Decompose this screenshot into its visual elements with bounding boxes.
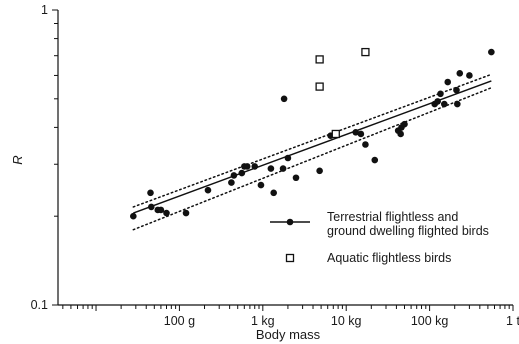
legend-label-aquatic: Aquatic flightless birds xyxy=(327,251,451,265)
terrestrial-point xyxy=(444,78,452,86)
y-axis-ticks xyxy=(52,9,58,306)
terrestrial-point xyxy=(292,174,300,182)
x-tick-label: 1 t xyxy=(506,314,519,328)
terrestrial-point xyxy=(238,169,246,177)
terrestrial-point xyxy=(401,120,408,128)
terrestrial-point xyxy=(488,48,495,56)
confidence-band-upper xyxy=(132,73,493,208)
terrestrial-point xyxy=(362,141,369,148)
terrestrial-point xyxy=(280,95,288,103)
aquatic-point xyxy=(361,47,370,57)
confidence-band xyxy=(132,73,493,231)
legend-label-terrestrial-line1: Terrestrial flightless and xyxy=(327,210,458,224)
terrestrial-point xyxy=(270,189,277,197)
terrestrial-point xyxy=(257,181,265,189)
legend-label-terrestrial-line2: ground dwelling flighted birds xyxy=(327,224,489,238)
aquatic-point xyxy=(315,55,324,64)
terrestrial-point xyxy=(357,130,365,138)
x-axis-label: Body mass xyxy=(256,327,321,342)
x-tick-label: 10 kg xyxy=(331,314,362,328)
x-tick-label: 100 g xyxy=(164,314,195,328)
terrestrial-point xyxy=(397,130,404,138)
terrestrial-point xyxy=(157,206,165,214)
confidence-band-lower xyxy=(132,87,493,231)
legend-marker-terrestrial xyxy=(286,218,294,226)
terrestrial-point xyxy=(243,163,251,170)
terrestrial-point xyxy=(453,86,460,94)
terrestrial-point xyxy=(182,209,190,217)
legend: Terrestrial flightless and ground dwelli… xyxy=(270,210,489,265)
terrestrial-point xyxy=(434,98,441,105)
data-points xyxy=(130,47,495,220)
terrestrial-point xyxy=(440,100,448,108)
terrestrial-point xyxy=(284,154,292,162)
x-axis-tick-labels: 100 g 1 kg 10 kg 100 kg 1 t xyxy=(164,314,519,328)
y-tick-label: 1 xyxy=(41,3,48,17)
terrestrial-point xyxy=(147,189,154,197)
terrestrial-point xyxy=(352,128,360,136)
y-axis-tick-labels: 0.11 xyxy=(31,3,48,312)
x-tick-label: 1 kg xyxy=(251,314,275,328)
terrestrial-point xyxy=(130,212,137,220)
plot-area xyxy=(57,10,513,306)
terrestrial-point xyxy=(454,100,461,108)
legend-marker-aquatic xyxy=(285,253,295,263)
terrestrial-point xyxy=(316,167,323,175)
aquatic-point xyxy=(331,129,340,139)
terrestrial-point xyxy=(228,179,235,186)
x-tick-label: 100 kg xyxy=(411,314,449,328)
terrestrial-point xyxy=(466,72,473,79)
terrestrial-point xyxy=(267,165,275,172)
terrestrial-point xyxy=(437,90,444,98)
y-axis-label: R xyxy=(10,155,25,164)
terrestrial-point xyxy=(163,209,170,217)
terrestrial-point xyxy=(279,165,287,172)
y-tick-label: 0.1 xyxy=(31,298,48,312)
terrestrial-point xyxy=(251,163,259,170)
terrestrial-point xyxy=(230,172,238,179)
terrestrial-point xyxy=(204,186,212,194)
terrestrial-point xyxy=(147,203,155,211)
x-axis-ticks xyxy=(62,305,514,311)
terrestrial-point xyxy=(371,156,379,164)
aquatic-point xyxy=(315,82,324,91)
terrestrial-point xyxy=(456,70,464,77)
